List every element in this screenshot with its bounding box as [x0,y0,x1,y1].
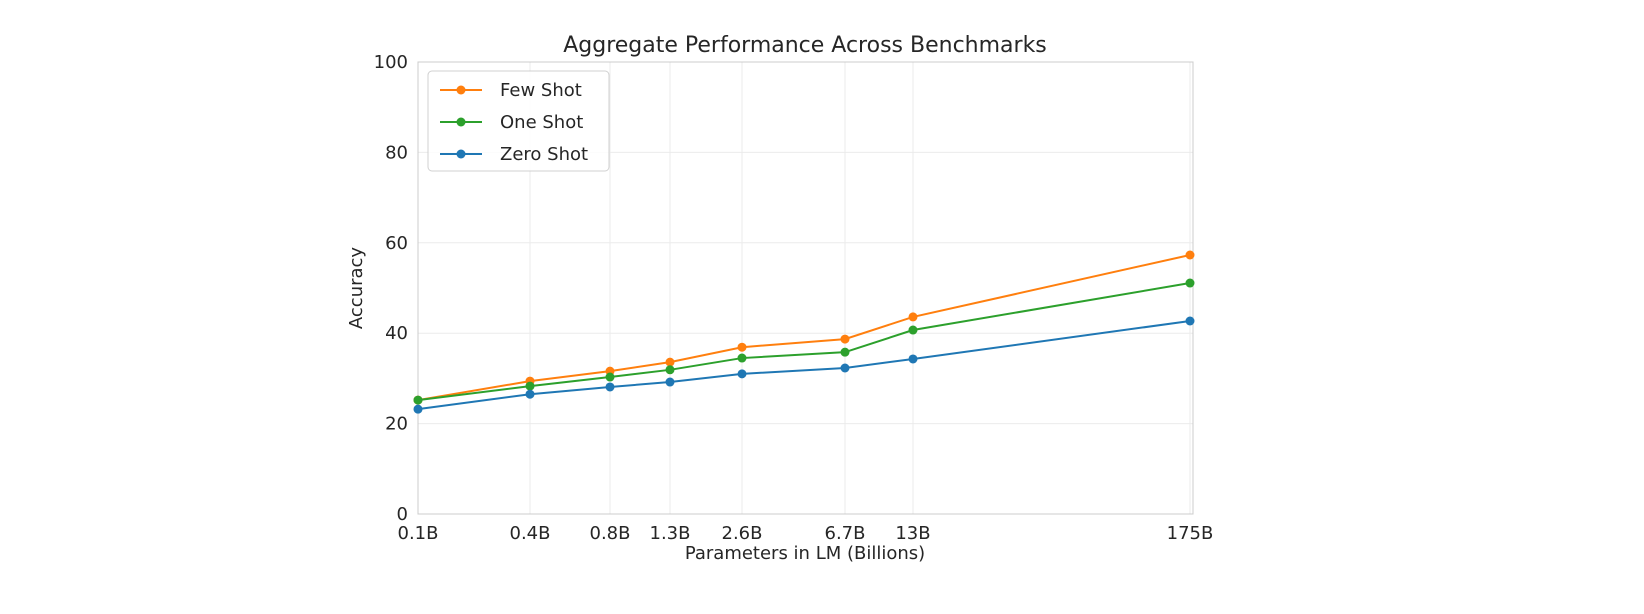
legend-box [427,70,610,172]
chart-title: Aggregate Performance Across Benchmarks [563,33,1047,58]
legend-item: Few Shot [440,80,582,101]
tick-labels: 0.1B 0.4B 0.8B 1.3B 2.6B 6.7B 13B 175B 0 20 40 60 80… [374,52,1214,544]
legend-swatch-marker [456,149,466,159]
y-tick-label: 80 [385,142,408,163]
data-point [665,365,675,375]
legend-label: One Shot [500,112,583,133]
data-point [840,334,850,344]
data-point [908,325,918,335]
x-tick-label: 0.4B [510,523,551,544]
data-point [737,369,747,379]
data-point [605,372,615,382]
series-line [417,282,1191,402]
data-point [413,404,423,414]
x-tick-label: 0.8B [590,523,631,544]
plot-frame [417,61,1194,515]
x-tick-label: 0.1B [398,523,439,544]
legend-swatch-marker [456,85,466,95]
y-axis-label: Accuracy [346,247,367,330]
data-point [665,377,675,387]
data-point [525,389,535,399]
legend-swatch-marker [456,117,466,127]
y-tick-label: 60 [385,233,408,254]
y-tick-label: 20 [385,414,408,435]
legend: Few Shot One Shot Zero Shot [427,70,610,172]
x-tick-label: 1.3B [650,523,691,544]
data-point [908,312,918,322]
data-point [1185,278,1195,288]
series-line [417,320,1191,411]
y-tick-label: 0 [397,504,408,525]
data-point [908,354,918,364]
data-point [1185,250,1195,260]
x-tick-label: 175B [1167,523,1214,544]
data-point [737,353,747,363]
legend-item: Zero Shot [440,144,588,165]
data-point [665,357,675,367]
data-point [840,347,850,357]
data-point [840,363,850,373]
legend-item: One Shot [440,112,583,133]
x-tick-label: 6.7B [825,523,866,544]
data-point [1185,316,1195,326]
x-tick-label: 13B [895,523,930,544]
data-point [737,342,747,352]
x-tick-label: 2.6B [722,523,763,544]
data-point [525,381,535,391]
legend-label: Few Shot [500,80,582,101]
x-axis-label: Parameters in LM (Billions) [685,543,925,564]
data-point [605,382,615,392]
y-tick-label: 100 [374,52,408,73]
series-line [417,254,1191,402]
series-few-shot [413,250,1195,405]
series-layer [413,250,1195,414]
y-tick-label: 40 [385,323,408,344]
data-point [413,395,423,405]
series-one-shot [413,278,1195,405]
series-zero-shot [413,316,1195,414]
legend-label: Zero Shot [500,144,588,165]
